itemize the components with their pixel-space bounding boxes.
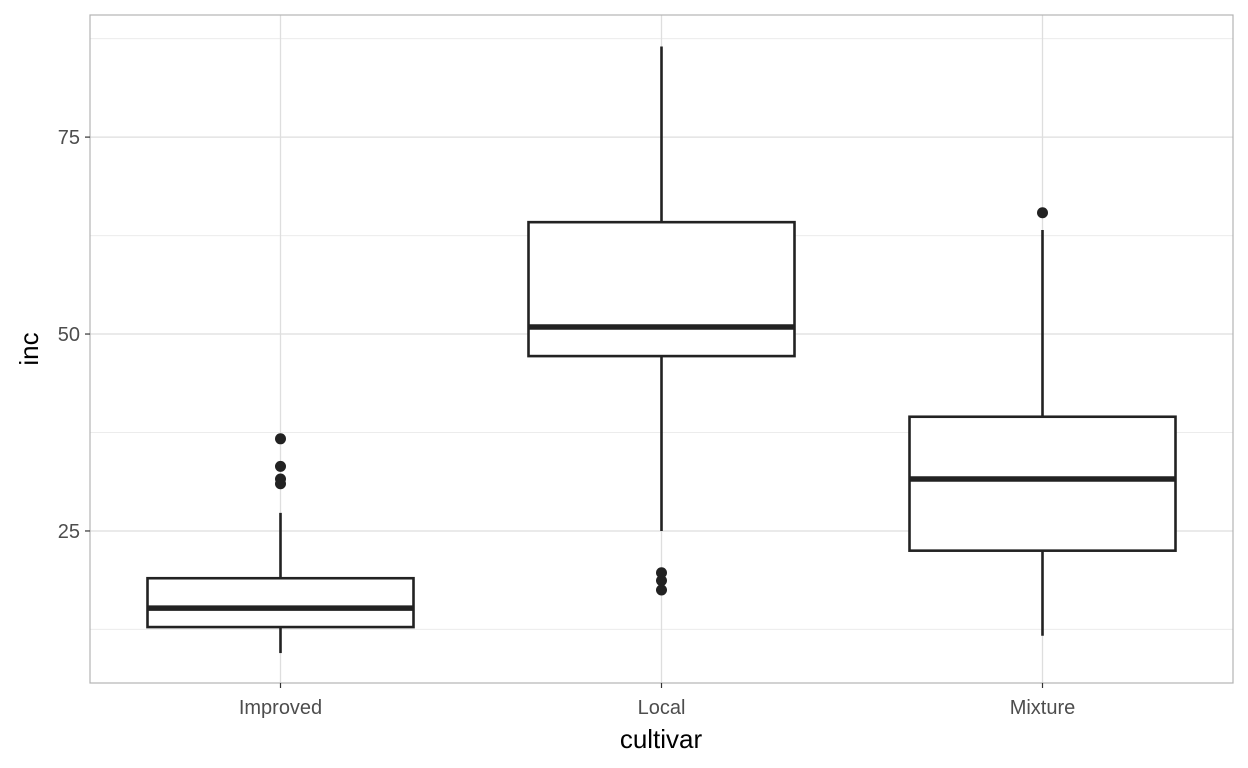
- y-tick-label: 75: [58, 127, 80, 149]
- x-axis-label: cultivar: [620, 724, 703, 754]
- outlier-point: [656, 584, 667, 596]
- y-tick-label: 25: [58, 521, 80, 543]
- x-tick-label: Mixture: [1010, 697, 1076, 719]
- outlier-point: [1037, 207, 1048, 219]
- outlier-point: [656, 575, 667, 587]
- x-tick-label: Improved: [239, 697, 322, 719]
- outlier-point: [275, 473, 286, 485]
- outlier-point: [656, 567, 667, 579]
- outlier-point: [275, 433, 286, 445]
- box-improved: [146, 576, 415, 629]
- x-tick-label: Local: [638, 697, 686, 719]
- outlier-point: [275, 460, 286, 472]
- y-axis-label: inc: [14, 332, 44, 365]
- box-mixture: [908, 415, 1177, 552]
- y-tick-label: 50: [58, 324, 80, 346]
- box-local: [527, 220, 796, 358]
